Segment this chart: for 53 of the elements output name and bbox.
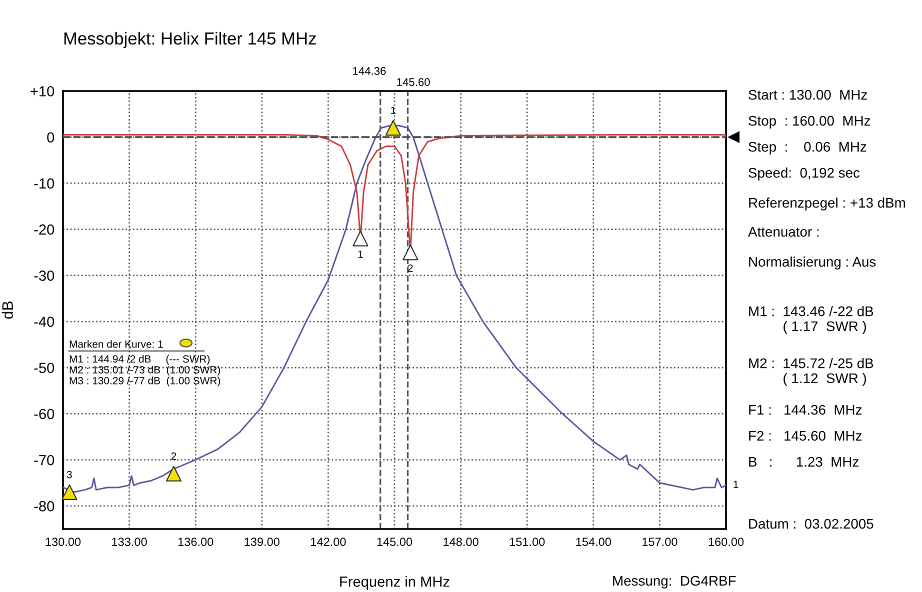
text: Start : 130.00 MHz xyxy=(748,90,867,100)
text: F2 : 145.60 MHz xyxy=(749,430,862,441)
text: Normalisierung : Aus xyxy=(749,256,876,270)
text: Datum : 03.02.2005 xyxy=(749,518,874,529)
x-tick-label: 154.00 xyxy=(576,538,611,546)
text: Attenuator : xyxy=(748,227,819,237)
y-tick-label: +10 xyxy=(30,86,54,96)
y-axis-title: dB xyxy=(2,301,14,319)
text: Speed: 0,192 sec xyxy=(748,168,860,180)
text: F1 : 144.36 MHz xyxy=(749,404,862,415)
ref-line-label: 144.36 xyxy=(353,67,386,75)
point xyxy=(166,466,182,482)
x-axis-title: Frequenz in MHz xyxy=(340,576,450,590)
text: B : 1.23 MHz xyxy=(749,456,858,467)
x-tick-label: 136.00 xyxy=(178,538,214,546)
chart-title: Messobjekt: Helix Filter 145 MHz xyxy=(64,32,316,48)
x-tick-label: 139.00 xyxy=(244,538,280,546)
point xyxy=(352,230,368,246)
x-tick-label: 142.00 xyxy=(311,538,346,546)
y-tick-label: -60 xyxy=(34,408,54,420)
y-tick-label: -10 xyxy=(34,178,54,189)
y-tick-label: 0 xyxy=(47,132,54,143)
annotation: M1 : 144.94 /2 dB (--- SWR) M2 : 135.01 /-73 dB (1.00 SWR) M3 : 130.29 /-77 dB (1.00 SWR) xyxy=(70,355,220,386)
annotation: Marken der Kurve: 1 xyxy=(70,340,163,348)
point xyxy=(402,244,418,260)
y-tick-label: -30 xyxy=(34,270,54,281)
y-tick-label: -40 xyxy=(34,316,54,327)
x-tick-label: 145.00 xyxy=(377,538,412,546)
y-tick-label: -50 xyxy=(34,362,54,374)
y-tick-label: -20 xyxy=(34,224,54,235)
x-tick-label: 130.00 xyxy=(46,538,81,546)
annotation: 2 xyxy=(408,264,413,272)
point xyxy=(385,120,402,136)
ref-line-label: 145.60 xyxy=(397,78,430,86)
y-tick-label: -80 xyxy=(34,501,54,512)
annotation: 1 xyxy=(391,106,396,114)
text: Referenzpegel : +13 dBm xyxy=(749,198,905,210)
x-tick-label: 151.00 xyxy=(510,538,545,546)
annotation: 1 xyxy=(358,250,363,258)
y-tick-label: -70 xyxy=(34,454,54,466)
text: Step : 0.06 MHz xyxy=(748,142,866,154)
text: M2 : 145.72 /-25 dB ( 1.12 SWR ) xyxy=(749,358,874,386)
x-tick-label: 148.00 xyxy=(444,538,478,546)
point xyxy=(62,484,78,500)
x-tick-label: 157.00 xyxy=(642,538,678,546)
annotation: 2 xyxy=(171,452,176,460)
text: Stop : 160.00 MHz xyxy=(748,116,870,128)
annotation: 3 xyxy=(66,470,72,478)
annotation: 1 xyxy=(734,480,738,488)
text: M1 : 143.46 /-22 dB ( 1.17 SWR ) xyxy=(749,306,874,334)
x-tick-label: 160.00 xyxy=(708,538,744,546)
text: Messung: DG4RBF xyxy=(613,576,736,588)
x-tick-label: 133.00 xyxy=(112,538,147,546)
